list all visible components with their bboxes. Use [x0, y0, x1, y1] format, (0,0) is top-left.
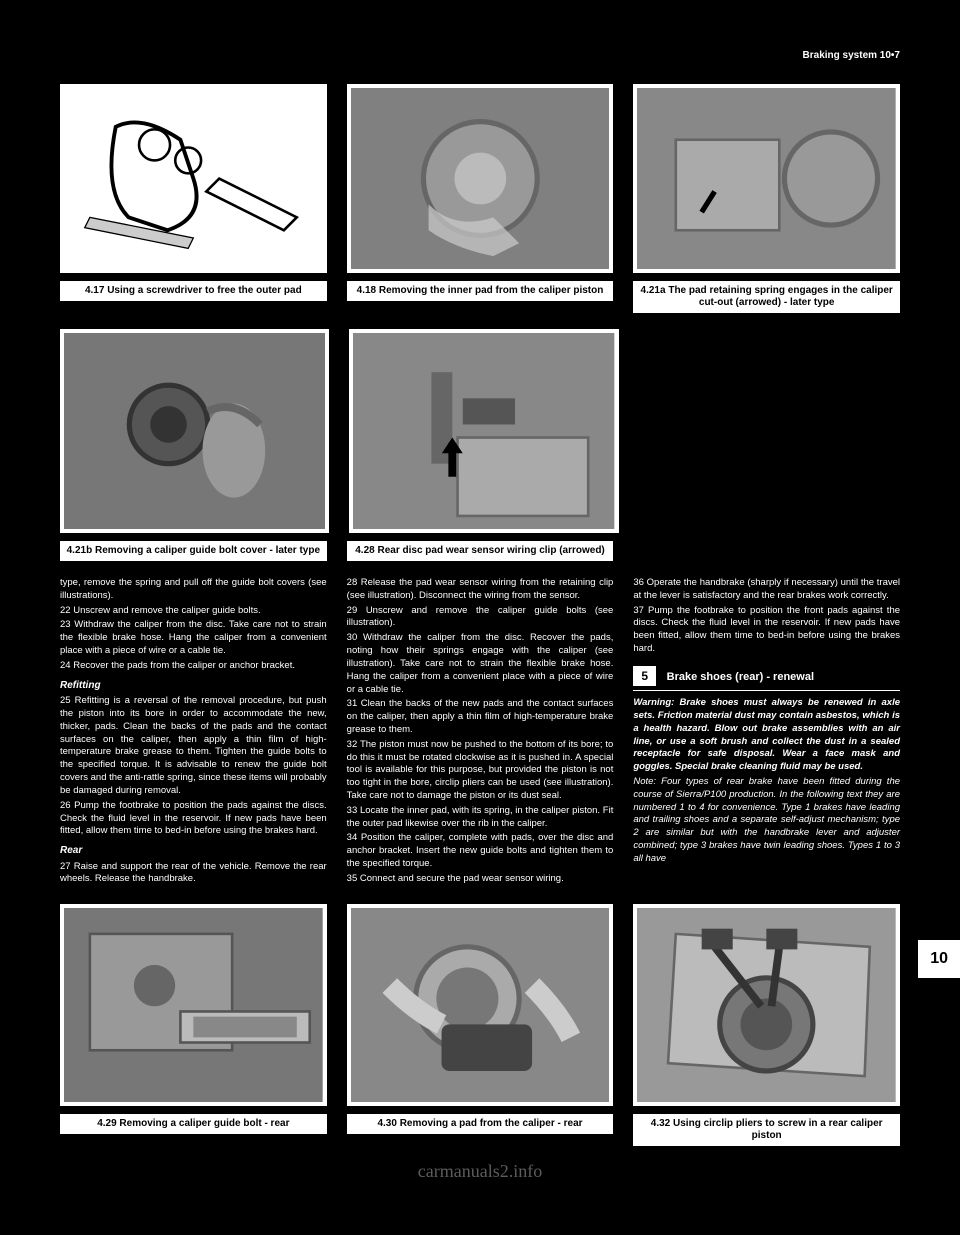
body-text: 25 Refitting is a reversal of the remova… [60, 695, 327, 798]
body-text: 32 The piston must now be pushed to the … [347, 739, 614, 803]
figure-4-32 [633, 904, 900, 1106]
column-3: 36 Operate the handbrake (sharply if nec… [633, 577, 900, 888]
figure-row-2 [60, 329, 900, 533]
section-5-header: 5 Brake shoes (rear) - renewal [633, 666, 900, 691]
figure-4-18 [347, 84, 614, 273]
body-text: 35 Connect and secure the pad wear senso… [347, 873, 614, 886]
figure-4-30 [347, 904, 614, 1106]
figure-caption: 4.18 Removing the inner pad from the cal… [347, 281, 614, 301]
figure-row-3 [60, 904, 900, 1106]
section-number: 5 [633, 666, 656, 686]
body-text: 31 Clean the backs of the new pads and t… [347, 698, 614, 736]
photo-placeholder [637, 88, 896, 269]
figure-4-28 [349, 329, 618, 533]
body-text: type, remove the spring and pull off the… [60, 577, 327, 603]
watermark: carmanuals2.info [418, 1161, 542, 1182]
section-title: Brake shoes (rear) - renewal [667, 671, 814, 683]
subheading: Rear [60, 844, 327, 858]
photo-placeholder [351, 908, 610, 1102]
body-text: 24 Recover the pads from the caliper or … [60, 660, 327, 673]
body-text: 27 Raise and support the rear of the veh… [60, 861, 327, 887]
note-text: Note: Four types of rear brake have been… [633, 776, 900, 866]
warning-text: Warning: Brake shoes must always be rene… [633, 697, 900, 774]
figure-4-21b [60, 329, 329, 533]
figure-row-1 [60, 84, 900, 273]
figure-caption: 4.21b Removing a caliper guide bolt cove… [60, 541, 327, 561]
body-text: 33 Locate the inner pad, with its spring… [347, 805, 614, 831]
photo-placeholder [351, 88, 610, 269]
page-header: Braking system 10•7 [803, 50, 900, 61]
body-text: 37 Pump the footbrake to position the fr… [633, 605, 900, 656]
figure-4-17 [60, 84, 327, 273]
column-2: 28 Release the pad wear sensor wiring fr… [347, 577, 614, 888]
figure-caption: 4.21a The pad retaining spring engages i… [633, 281, 900, 313]
caption-row-3: 4.29 Removing a caliper guide bolt - rea… [60, 1114, 900, 1146]
photo-placeholder [64, 333, 325, 529]
diagram-illustration [64, 88, 323, 269]
body-text: 29 Unscrew and remove the caliper guide … [347, 605, 614, 631]
photo-placeholder [64, 908, 323, 1102]
body-text: 22 Unscrew and remove the caliper guide … [60, 605, 327, 618]
figure-caption: 4.17 Using a screwdriver to free the out… [60, 281, 327, 301]
body-text: 23 Withdraw the caliper from the disc. T… [60, 619, 327, 657]
figure-caption: 4.28 Rear disc pad wear sensor wiring cl… [347, 541, 614, 561]
subheading: Refitting [60, 679, 327, 693]
figure-4-21a [633, 84, 900, 273]
photo-placeholder [637, 908, 896, 1102]
photo-placeholder [353, 333, 614, 529]
body-text: 36 Operate the handbrake (sharply if nec… [633, 577, 900, 603]
body-text: 34 Position the caliper, complete with p… [347, 832, 614, 870]
figure-caption: 4.30 Removing a pad from the caliper - r… [347, 1114, 614, 1134]
caption-row-1: 4.17 Using a screwdriver to free the out… [60, 281, 900, 313]
body-text: 26 Pump the footbrake to position the pa… [60, 800, 327, 838]
body-text: 30 Withdraw the caliper from the disc. R… [347, 632, 614, 696]
column-1: type, remove the spring and pull off the… [60, 577, 327, 888]
figure-4-29 [60, 904, 327, 1106]
figure-caption: 4.29 Removing a caliper guide bolt - rea… [60, 1114, 327, 1134]
body-columns: type, remove the spring and pull off the… [60, 577, 900, 888]
page-tab: 10 [918, 940, 960, 978]
body-text: 28 Release the pad wear sensor wiring fr… [347, 577, 614, 603]
caption-row-2: 4.21b Removing a caliper guide bolt cove… [60, 541, 900, 561]
figure-caption: 4.32 Using circlip pliers to screw in a … [633, 1114, 900, 1146]
